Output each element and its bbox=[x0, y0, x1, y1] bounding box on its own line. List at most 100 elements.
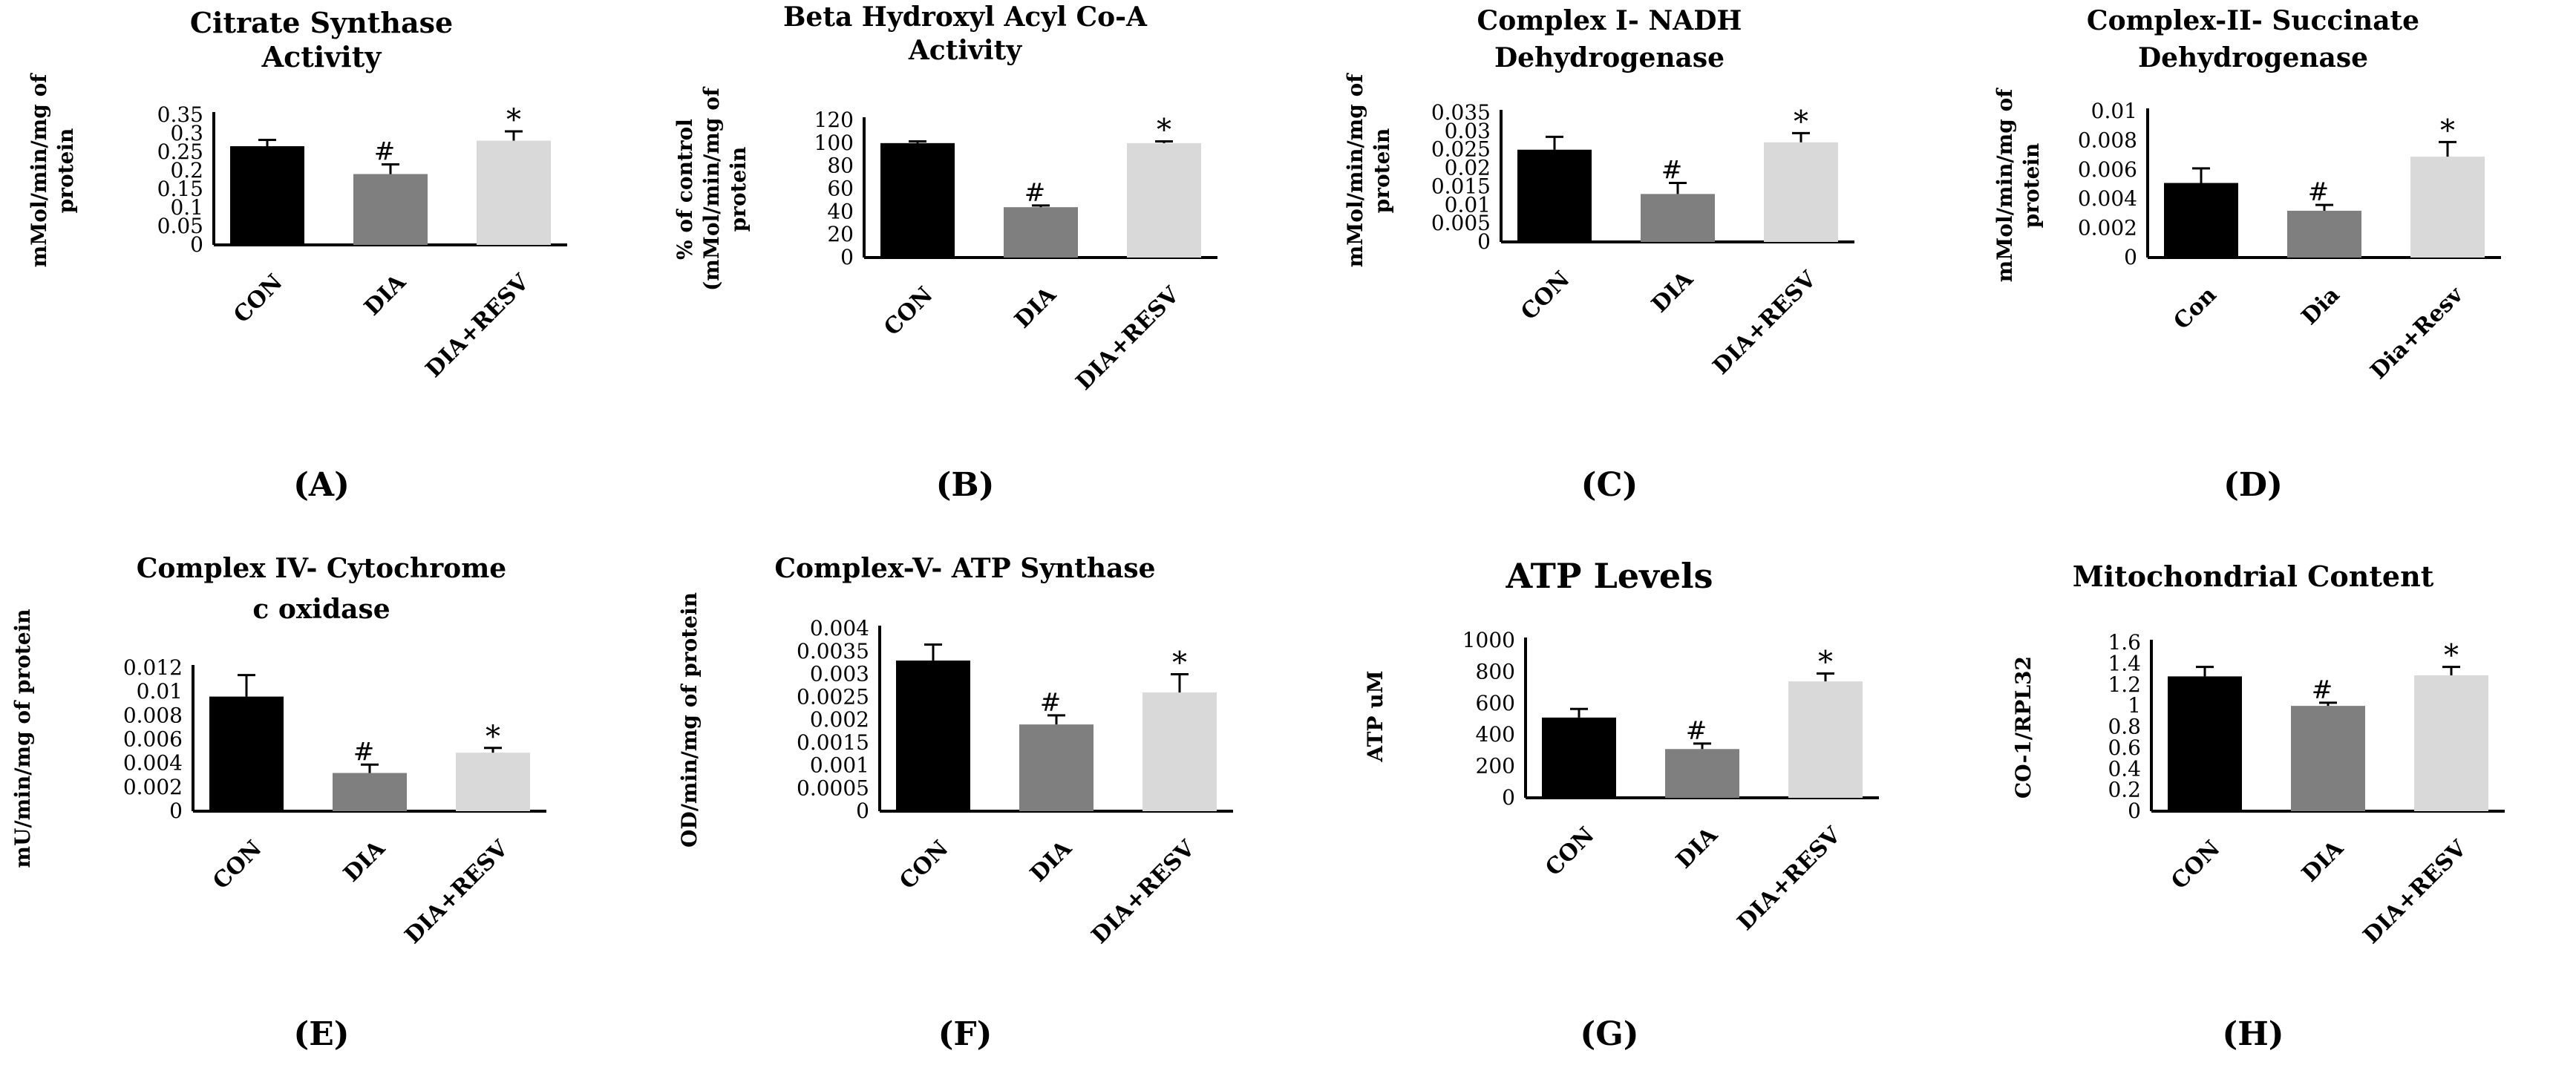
chart-title-line: Citrate Synthase bbox=[190, 6, 453, 39]
chart-title-line: Activity bbox=[261, 40, 382, 73]
significance-star: * bbox=[506, 103, 521, 137]
y-tick-label: 0.002 bbox=[810, 707, 869, 732]
significance-star: * bbox=[1818, 646, 1833, 680]
bar-con bbox=[209, 696, 284, 811]
x-tick-label: DIA bbox=[339, 835, 390, 887]
significance-hash: # bbox=[1686, 716, 1707, 746]
y-tick-label: 0 bbox=[856, 799, 869, 823]
panel-label: (C) bbox=[1581, 466, 1638, 504]
y-axis-label-line: protein bbox=[726, 147, 751, 232]
y-tick-label: 60 bbox=[827, 177, 854, 201]
y-tick-label: 0.01 bbox=[1445, 192, 1491, 217]
x-tick-label: CON bbox=[2166, 836, 2226, 895]
bar-dia-resv bbox=[477, 140, 551, 245]
x-tick-label: DIA+RESV bbox=[400, 835, 514, 948]
chart-title-line: Complex I- NADH bbox=[1477, 5, 1742, 36]
bar-dia-resv bbox=[1764, 142, 1838, 242]
x-tick-label: CON bbox=[208, 836, 267, 895]
significance-hash: # bbox=[374, 137, 396, 167]
chart-title-line: c oxidase bbox=[252, 594, 390, 625]
panel-label: (A) bbox=[293, 466, 350, 504]
y-tick-label: 0.02 bbox=[1445, 156, 1491, 180]
bar-dia bbox=[353, 174, 428, 245]
y-axis-label-line: mU/min/mg of protein bbox=[10, 609, 35, 868]
chart-title-line: Dehydrogenase bbox=[2138, 42, 2368, 73]
significance-star: * bbox=[1157, 114, 1171, 148]
y-tick-label: 0.0035 bbox=[797, 639, 869, 663]
y-tick-label: 0 bbox=[169, 799, 183, 823]
y-tick-label: 0.0025 bbox=[797, 684, 869, 709]
y-tick-label: 0.0015 bbox=[797, 730, 869, 755]
y-tick-label: 0.015 bbox=[1431, 174, 1491, 198]
y-tick-label: 1.6 bbox=[2108, 630, 2141, 655]
chart-title-line: Beta Hydroxyl Acyl Co-A bbox=[783, 1, 1148, 33]
y-tick-label: 0.008 bbox=[2078, 128, 2137, 152]
y-tick-label: 0.006 bbox=[2078, 157, 2137, 182]
y-tick-label: 800 bbox=[1476, 659, 1515, 684]
chart-panel-c: Complex I- NADH Dehydrogenase mMol/min/mg … bbox=[1343, 5, 1854, 504]
y-axis-label-line: % of control bbox=[673, 119, 697, 260]
chart-title-line: Activity bbox=[908, 35, 1022, 66]
bar-dia-resv bbox=[2410, 157, 2485, 258]
bar-con bbox=[2164, 183, 2238, 258]
significance-hash: # bbox=[1024, 178, 1046, 208]
y-tick-label: 1.4 bbox=[2108, 651, 2141, 675]
bar-dia-resv bbox=[1142, 692, 1217, 811]
chart-panel-f: Complex-V- ATP Synthase OD/min/mg of prot… bbox=[677, 553, 1233, 1053]
bar-con bbox=[2168, 676, 2242, 811]
bar-dia-resv bbox=[1788, 681, 1863, 798]
y-tick-label: 0 bbox=[1477, 229, 1491, 254]
x-tick-label: DIA bbox=[1025, 835, 1077, 887]
y-axis-label-line: (mMol/min/mg of bbox=[699, 86, 724, 291]
x-tick-label: DIA+RESV bbox=[2358, 835, 2472, 948]
y-axis-label-line: CO-1/RPL32 bbox=[2011, 656, 2036, 799]
bar-dia bbox=[1641, 194, 1715, 242]
bar-con bbox=[880, 142, 955, 258]
y-tick-label: 0.004 bbox=[810, 616, 869, 640]
x-tick-label: DIA+RESV bbox=[1071, 281, 1185, 395]
significance-star: * bbox=[1172, 646, 1187, 681]
panel-label: (E) bbox=[293, 1015, 349, 1053]
bar-dia-resv bbox=[456, 753, 530, 811]
y-tick-label: 0.001 bbox=[810, 753, 869, 778]
significance-star: * bbox=[2444, 639, 2459, 673]
bar-dia bbox=[1665, 749, 1739, 798]
y-tick-label: 0.4 bbox=[2108, 756, 2141, 781]
chart-title-line: ATP Levels bbox=[1506, 556, 1713, 596]
chart-panel-h: Mitochondrial ContentCO-1/RPL3200.20.40.… bbox=[2011, 560, 2505, 1053]
y-axis-label-line: mMol/min/mg of bbox=[1993, 88, 2017, 283]
y-tick-label: 1 bbox=[2128, 693, 2141, 718]
x-tick-label: DIA+RESV bbox=[421, 269, 535, 382]
x-tick-label: DIA bbox=[1671, 822, 1723, 874]
x-tick-label: Dia+Resv bbox=[2366, 281, 2469, 384]
chart-panel-e: Complex IV- Cytochrome c oxidase mU/min/mg… bbox=[10, 553, 546, 1053]
bar-dia-resv bbox=[2414, 675, 2488, 811]
y-tick-label: 0.002 bbox=[123, 775, 183, 799]
bar-dia bbox=[2287, 210, 2361, 258]
x-tick-label: CON bbox=[1540, 822, 1600, 882]
y-tick-label: 0.006 bbox=[123, 727, 183, 752]
bar-dia bbox=[2291, 706, 2365, 811]
y-axis-label-line: ATP uM bbox=[1363, 670, 1387, 762]
bar-dia bbox=[1004, 207, 1078, 258]
bar-dia bbox=[333, 773, 407, 811]
significance-hash: # bbox=[1040, 688, 1062, 718]
significance-hash: # bbox=[2308, 177, 2330, 207]
y-tick-label: 0.2 bbox=[2108, 778, 2141, 802]
y-tick-label: 0 bbox=[2124, 245, 2137, 269]
panel-label: (G) bbox=[1580, 1015, 1638, 1053]
y-tick-label: 0.0005 bbox=[797, 776, 869, 800]
y-tick-label: 80 bbox=[827, 154, 854, 178]
panel-label: (F) bbox=[938, 1015, 993, 1053]
y-tick-label: 120 bbox=[814, 108, 854, 132]
x-tick-label: Dia bbox=[2297, 282, 2345, 330]
x-tick-label: DIA bbox=[1010, 281, 1062, 333]
significance-hash: # bbox=[2312, 675, 2333, 705]
x-tick-label: DIA bbox=[359, 269, 411, 321]
chart-title-line: Complex-II- Succinate bbox=[2087, 5, 2419, 36]
y-tick-label: 0.25 bbox=[157, 140, 203, 164]
chart-title-line: Mitochondrial Content bbox=[2073, 560, 2434, 593]
chart-title-line: Complex IV- Cytochrome bbox=[137, 553, 506, 584]
